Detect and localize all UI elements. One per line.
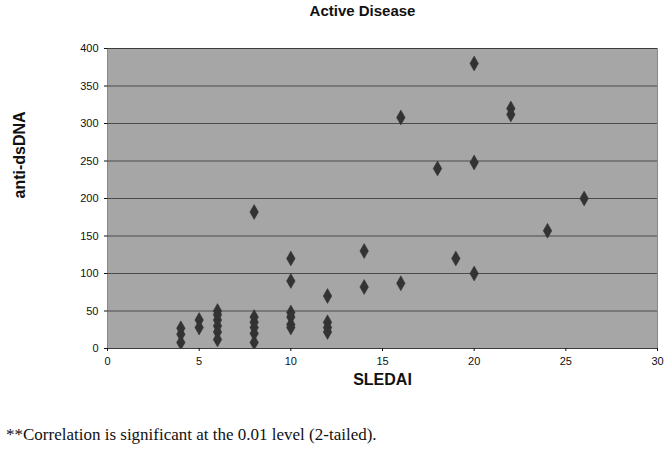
svg-text:30: 30 (651, 355, 663, 367)
svg-text:20: 20 (468, 355, 480, 367)
svg-text:5: 5 (196, 355, 202, 367)
svg-text:15: 15 (376, 355, 388, 367)
svg-text:0: 0 (104, 355, 110, 367)
svg-text:400: 400 (80, 42, 98, 54)
svg-text:anti-dsDNA: anti-dsDNA (11, 111, 28, 199)
svg-text:SLEDAI: SLEDAI (353, 371, 412, 388)
html-text:**Correlation is significant a: **Correlation is significant at the 0.01… (6, 425, 377, 444)
svg-text:0: 0 (92, 342, 98, 354)
svg-text:100: 100 (80, 267, 98, 279)
svg-text:350: 350 (80, 80, 98, 92)
svg-text:25: 25 (560, 355, 572, 367)
svg-text:300: 300 (80, 117, 98, 129)
svg-text:250: 250 (80, 155, 98, 167)
svg-text:200: 200 (80, 192, 98, 204)
html-text:Active Disease: Active Disease (309, 2, 416, 19)
svg-text:150: 150 (80, 230, 98, 242)
svg-text:50: 50 (86, 305, 98, 317)
svg-text:10: 10 (285, 355, 297, 367)
